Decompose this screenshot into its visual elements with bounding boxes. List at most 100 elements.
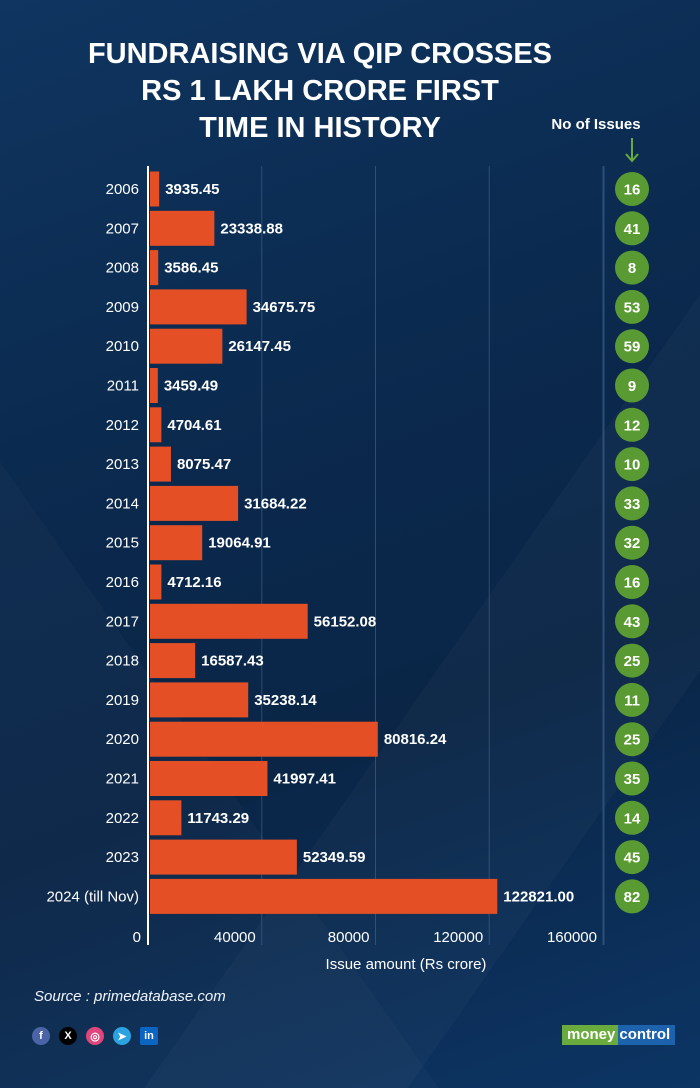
issue-count-circle [615,172,649,206]
bar [150,210,215,246]
category-label: 2012 [106,417,139,434]
linkedin-icon[interactable]: in [140,1027,158,1045]
facebook-icon[interactable]: f [32,1027,50,1045]
category-label: 2015 [106,535,139,552]
category-label: 2024 (till Nov) [46,888,139,905]
category-label: 2023 [106,849,139,866]
issue-count-label: 12 [624,417,641,434]
x-twitter-icon[interactable]: X [59,1027,77,1045]
bar-value-label: 34675.75 [253,299,316,316]
bar-value-label: 16587.43 [201,653,264,670]
issue-count-label: 35 [624,771,641,788]
bar-value-label: 11743.29 [187,810,249,827]
issue-count-label: 9 [628,378,636,395]
bar-value-label: 23338.88 [220,220,283,237]
category-label: 2013 [106,456,139,473]
bar [150,250,159,286]
category-label: 2017 [106,613,139,630]
instagram-icon[interactable]: ◎ [86,1027,104,1045]
title-line-3: TIME IN HISTORY [199,112,441,144]
bar-value-label: 41997.41 [273,771,336,788]
x-tick-label: 160000 [547,929,597,946]
x-tick-label: 40000 [214,929,256,946]
issue-count-label: 59 [624,339,641,356]
issue-count-label: 8 [628,260,636,277]
bar [150,603,308,639]
category-label: 2018 [106,653,139,670]
issue-count-circle [615,761,649,796]
bar-value-label: 56152.08 [314,613,377,630]
category-label: 2007 [106,220,139,237]
bar-value-label: 26147.45 [228,338,291,355]
issue-count-circle [615,329,649,364]
category-label: 2020 [106,731,139,748]
issue-count-circle [615,879,649,914]
issue-count-label: 25 [624,732,641,749]
issue-count-circle [615,565,649,599]
issue-count-circle [615,447,649,482]
bar-value-label: 8075.47 [177,456,231,473]
issue-count-circle [615,486,649,521]
bar [150,446,171,482]
x-tick-label: 0 [133,929,141,946]
bar [150,407,162,443]
bar-value-label: 52349.59 [303,849,366,866]
bar [150,682,249,718]
category-label: 2022 [106,810,139,827]
issue-count-circle [615,840,649,875]
bar [150,761,268,796]
bar [150,721,378,757]
issue-count-circle [615,722,649,757]
issue-count-circle [615,604,649,639]
bar [150,564,162,600]
category-label: 2019 [106,692,139,709]
bar [150,289,247,325]
issue-count-label: 32 [624,535,641,552]
category-label: 2011 [107,378,139,395]
issue-count-label: 41 [624,221,641,238]
bar-value-label: 80816.24 [384,731,447,748]
chart-title: FUNDRAISING VIA QIP CROSSES RS 1 LAKH CR… [60,36,580,147]
issue-count-circle [615,368,649,403]
category-label: 2009 [106,299,139,316]
bar [150,485,239,521]
logo-part-control: control [618,1025,676,1045]
issue-count-circle [615,682,649,717]
bar-value-label: 4704.61 [167,417,221,434]
issue-count-circle [615,211,649,246]
issue-count-label: 10 [624,457,641,474]
bar [150,839,297,875]
bar [150,878,498,914]
category-label: 2006 [106,181,139,198]
title-line-1: FUNDRAISING VIA QIP CROSSES [87,38,553,70]
bar-value-label: 31684.22 [244,495,307,512]
issues-column-header: No of Issues [551,116,641,133]
arrow-down-icon [625,138,639,163]
bar-value-label: 35238.14 [254,692,317,709]
issue-count-circle [615,643,649,678]
x-tick-label: 120000 [433,929,483,946]
issue-count-circle [615,525,649,560]
x-axis-title: Issue amount (Rs crore) [326,956,487,973]
issue-count-label: 16 [624,575,641,592]
bar [150,171,160,207]
category-label: 2021 [106,771,139,788]
bar-value-label: 3459.49 [164,378,218,395]
issue-count-label: 25 [624,653,641,670]
telegram-icon[interactable]: ➤ [113,1027,131,1045]
issue-count-circle [615,407,649,442]
category-label: 2016 [106,574,139,591]
issue-count-label: 33 [624,496,641,513]
category-label: 2014 [106,495,139,512]
source-note: Source : primedatabase.com [34,988,226,1005]
moneycontrol-logo: money control [562,1025,676,1045]
issue-count-label: 16 [624,182,641,199]
title-line-2: RS 1 LAKH CRORE FIRST [141,75,499,107]
x-tick-label: 80000 [328,929,370,946]
bar-value-label: 122821.00 [503,888,574,905]
bar [150,800,182,836]
issue-count-label: 82 [624,889,641,906]
issue-count-circle [615,289,649,324]
issue-count-label: 11 [624,692,640,709]
bar-value-label: 3935.45 [165,181,219,198]
